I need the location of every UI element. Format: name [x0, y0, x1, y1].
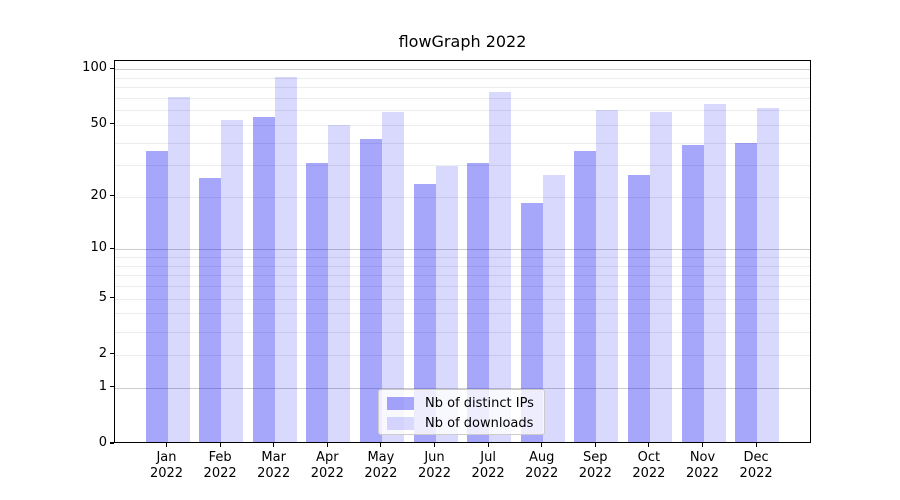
bar-distinct-ips: [359, 138, 382, 442]
gridlines: [115, 61, 810, 442]
bar-distinct-ips: [520, 203, 543, 442]
x-tick-mark: [165, 443, 168, 447]
x-tick-mark: [487, 443, 489, 447]
bar-distinct-ips: [306, 163, 329, 442]
x-tick-label: Apr 2022: [310, 450, 344, 481]
bar-distinct-ips: [413, 184, 436, 442]
x-tick-label: Dec 2022: [739, 450, 773, 481]
bar-downloads: [328, 124, 351, 442]
y-tick-label: 10: [90, 240, 107, 256]
legend-swatch-distinct-ips: [387, 396, 414, 410]
bar-distinct-ips: [252, 116, 275, 442]
gridline-minor: [115, 77, 810, 79]
bar-downloads: [274, 76, 297, 442]
x-tick-label: Jan 2022: [149, 450, 184, 481]
x-tick-label: Aug 2022: [525, 450, 559, 481]
bar-distinct-ips: [627, 174, 650, 442]
bar-downloads: [703, 104, 726, 442]
y-tick-label: 100: [82, 60, 107, 76]
x-tick-mark: [594, 443, 596, 447]
x-tick-label: May 2022: [364, 450, 398, 481]
gridline-major: [115, 387, 810, 389]
bar-downloads: [489, 91, 512, 442]
bar-downloads: [542, 174, 565, 442]
gridline-major: [115, 249, 810, 251]
gridline-minor: [115, 196, 810, 198]
gridline-minor: [115, 313, 810, 315]
x-tick-mark: [380, 443, 382, 447]
x-tick-mark: [755, 443, 757, 447]
x-tick-label: Jul 2022: [471, 450, 505, 481]
y-tick-mark: [110, 386, 114, 388]
x-tick-label: Mar 2022: [257, 450, 291, 481]
gridline-minor: [115, 142, 810, 144]
x-tick-label: Feb 2022: [203, 450, 237, 481]
bar-downloads: [596, 109, 619, 442]
gridline-minor: [115, 165, 810, 167]
plot-area: [114, 60, 811, 443]
gridline-minor: [115, 331, 810, 333]
y-tick-mark: [110, 195, 114, 197]
bar-distinct-ips: [681, 144, 704, 442]
y-tick-mark: [110, 67, 114, 69]
legend-label-downloads: Nb of downloads: [425, 415, 534, 431]
x-tick-label: Nov 2022: [685, 450, 720, 481]
legend: Nb of distinct IPs Nb of downloads: [378, 389, 545, 435]
gridline-minor: [115, 265, 810, 267]
x-tick-mark: [273, 443, 275, 447]
bar-series: [115, 61, 810, 442]
y-tick-mark: [110, 247, 114, 249]
x-tick-mark: [219, 443, 221, 447]
gridline-minor: [115, 98, 810, 99]
gridline-minor: [115, 298, 810, 300]
gridline-minor: [115, 87, 810, 89]
gridline-minor: [115, 354, 810, 356]
chart-title: flowGraph 2022: [398, 32, 527, 51]
y-tick-label: 20: [90, 187, 107, 203]
bar-downloads: [381, 112, 404, 442]
legend-item-distinct-ips: Nb of distinct IPs: [387, 393, 536, 413]
gridline-major: [115, 69, 810, 71]
x-tick-mark: [541, 443, 543, 447]
gridline-minor: [115, 257, 810, 259]
bar-downloads: [221, 119, 244, 442]
bar-distinct-ips: [735, 142, 758, 442]
x-tick-label: Oct 2022: [632, 450, 666, 481]
legend-swatch-downloads: [387, 416, 414, 430]
gridline-minor: [115, 110, 810, 112]
y-tick-label: 0: [98, 435, 107, 450]
legend-item-downloads: Nb of downloads: [387, 413, 536, 433]
y-tick-mark: [110, 353, 114, 355]
legend-label-distinct-ips: Nb of distinct IPs: [425, 395, 534, 411]
bar-distinct-ips: [574, 151, 597, 442]
x-tick-mark: [433, 443, 436, 447]
y-tick-mark: [110, 297, 114, 299]
y-tick-label: 1: [98, 378, 107, 394]
gridline-minor: [115, 124, 810, 126]
gridline-minor: [115, 275, 810, 277]
bar-downloads: [757, 108, 780, 442]
y-tick-label: 50: [90, 115, 107, 131]
y-tick-label: 2: [98, 345, 107, 361]
bar-distinct-ips: [145, 151, 168, 442]
bar-downloads: [435, 165, 458, 442]
bar-downloads: [649, 112, 672, 442]
y-tick-mark: [110, 123, 114, 125]
bar-distinct-ips: [199, 177, 222, 442]
x-tick-mark: [648, 443, 650, 447]
gridline-minor: [115, 286, 810, 288]
x-tick-label: Jun 2022: [417, 450, 452, 481]
bar-downloads: [167, 97, 190, 442]
bar-distinct-ips: [467, 163, 490, 442]
y-tick-label: 5: [98, 289, 107, 305]
y-tick-mark: [110, 442, 114, 444]
x-tick-mark: [326, 443, 328, 447]
x-tick-mark: [701, 443, 704, 447]
x-tick-label: Sep 2022: [578, 450, 612, 481]
